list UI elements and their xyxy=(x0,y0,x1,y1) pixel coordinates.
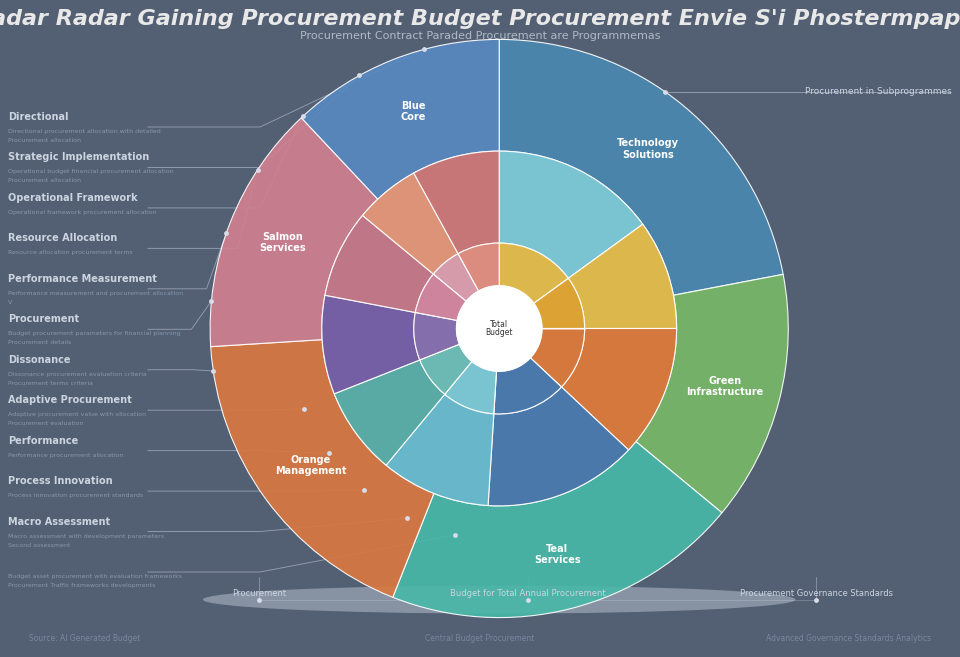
Text: Resource allocation procurement terms: Resource allocation procurement terms xyxy=(8,250,132,256)
Text: Budget asset procurement with evaluation frameworks: Budget asset procurement with evaluation… xyxy=(8,574,182,579)
Text: Procurement evaluation: Procurement evaluation xyxy=(8,421,84,426)
Wedge shape xyxy=(488,387,629,506)
Text: Procurement allocation: Procurement allocation xyxy=(8,179,81,183)
Text: Source: AI Generated Budget: Source: AI Generated Budget xyxy=(29,634,140,643)
Text: Directional procurement allocation with detailed: Directional procurement allocation with … xyxy=(8,129,160,134)
Text: Budget: Budget xyxy=(486,328,513,337)
Text: Adaptive Procurement: Adaptive Procurement xyxy=(8,395,132,405)
Wedge shape xyxy=(458,243,499,291)
Text: Dissonance procurement evaluation criteria: Dissonance procurement evaluation criter… xyxy=(8,372,147,376)
Text: Budget for Total Annual Procurement: Budget for Total Annual Procurement xyxy=(450,589,606,598)
Wedge shape xyxy=(499,39,783,295)
Wedge shape xyxy=(414,151,499,254)
Text: Green
Infrastructure: Green Infrastructure xyxy=(686,376,764,397)
Text: Procurement in Subprogrammes: Procurement in Subprogrammes xyxy=(805,87,952,96)
Ellipse shape xyxy=(203,585,796,614)
Text: Procurement: Procurement xyxy=(232,589,286,598)
Text: Strategic Implementation: Strategic Implementation xyxy=(8,152,149,162)
Wedge shape xyxy=(334,360,444,465)
Text: Salmon
Services: Salmon Services xyxy=(259,232,305,254)
Text: Process innovation procurement standards: Process innovation procurement standards xyxy=(8,493,143,498)
Text: Radar Radar Gaining Procurement Budget Procurement Envie S'i Phostermpapry: Radar Radar Gaining Procurement Budget P… xyxy=(0,9,960,29)
Text: Procurement Governance Standards: Procurement Governance Standards xyxy=(739,589,893,598)
Wedge shape xyxy=(414,313,460,360)
Wedge shape xyxy=(301,39,499,199)
Text: Operational Framework: Operational Framework xyxy=(8,193,137,203)
Wedge shape xyxy=(210,118,378,347)
Text: Orange
Management: Orange Management xyxy=(275,455,347,476)
Text: Procurement details: Procurement details xyxy=(8,340,71,346)
Wedge shape xyxy=(420,344,472,394)
Wedge shape xyxy=(530,328,585,387)
Text: Macro Assessment: Macro Assessment xyxy=(8,516,110,526)
Wedge shape xyxy=(324,215,433,313)
Text: Procurement terms criteria: Procurement terms criteria xyxy=(8,380,93,386)
Text: Performance procurement allocation: Performance procurement allocation xyxy=(8,453,123,458)
Circle shape xyxy=(457,286,541,371)
Text: Procurement allocation: Procurement allocation xyxy=(8,138,81,143)
Text: Procurement: Procurement xyxy=(8,314,79,325)
Text: Performance measurement and procurement allocation: Performance measurement and procurement … xyxy=(8,291,183,296)
Text: Dissonance: Dissonance xyxy=(8,355,70,365)
Wedge shape xyxy=(568,224,677,328)
Wedge shape xyxy=(363,173,458,274)
Text: Total: Total xyxy=(491,320,508,329)
Text: V: V xyxy=(8,300,12,305)
Text: Central Budget Procurement: Central Budget Procurement xyxy=(425,634,535,643)
Text: Directional: Directional xyxy=(8,112,68,122)
Text: Adaptive procurement value with allocation: Adaptive procurement value with allocati… xyxy=(8,412,146,417)
Text: Performance: Performance xyxy=(8,436,79,445)
Text: Teal
Services: Teal Services xyxy=(534,543,581,565)
Wedge shape xyxy=(386,394,493,505)
Wedge shape xyxy=(562,328,677,450)
Wedge shape xyxy=(416,274,467,321)
Wedge shape xyxy=(636,275,788,512)
Wedge shape xyxy=(499,243,568,304)
Wedge shape xyxy=(210,340,434,597)
Text: Process Innovation: Process Innovation xyxy=(8,476,112,486)
Text: Resource Allocation: Resource Allocation xyxy=(8,233,117,243)
Text: Procurement Contract Paraded Procurement are Programmemas: Procurement Contract Paraded Procurement… xyxy=(300,31,660,41)
Wedge shape xyxy=(534,279,585,328)
Text: Procurement Traffic frameworks developments: Procurement Traffic frameworks developme… xyxy=(8,583,156,588)
Text: Operational budget financial procurement allocation: Operational budget financial procurement… xyxy=(8,170,174,175)
Text: Performance Measurement: Performance Measurement xyxy=(8,274,156,284)
Wedge shape xyxy=(493,357,562,414)
Wedge shape xyxy=(322,295,420,394)
Text: Operational framework procurement allocation: Operational framework procurement alloca… xyxy=(8,210,156,215)
Wedge shape xyxy=(444,361,496,414)
Wedge shape xyxy=(393,442,722,618)
Text: Blue
Core: Blue Core xyxy=(400,101,426,122)
Wedge shape xyxy=(433,254,479,302)
Text: Second assessment: Second assessment xyxy=(8,543,70,547)
Wedge shape xyxy=(499,151,642,279)
Text: Macro assessment with development parameters: Macro assessment with development parame… xyxy=(8,533,164,539)
Text: Advanced Governance Standards Analytics: Advanced Governance Standards Analytics xyxy=(766,634,931,643)
Text: Budget procurement parameters for financial planning: Budget procurement parameters for financ… xyxy=(8,331,180,336)
Text: Technology
Solutions: Technology Solutions xyxy=(617,138,679,160)
